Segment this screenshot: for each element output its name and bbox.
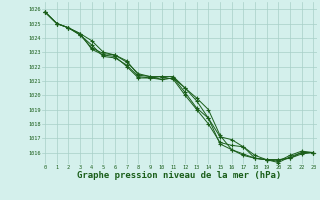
X-axis label: Graphe pression niveau de la mer (hPa): Graphe pression niveau de la mer (hPa) xyxy=(77,171,281,180)
